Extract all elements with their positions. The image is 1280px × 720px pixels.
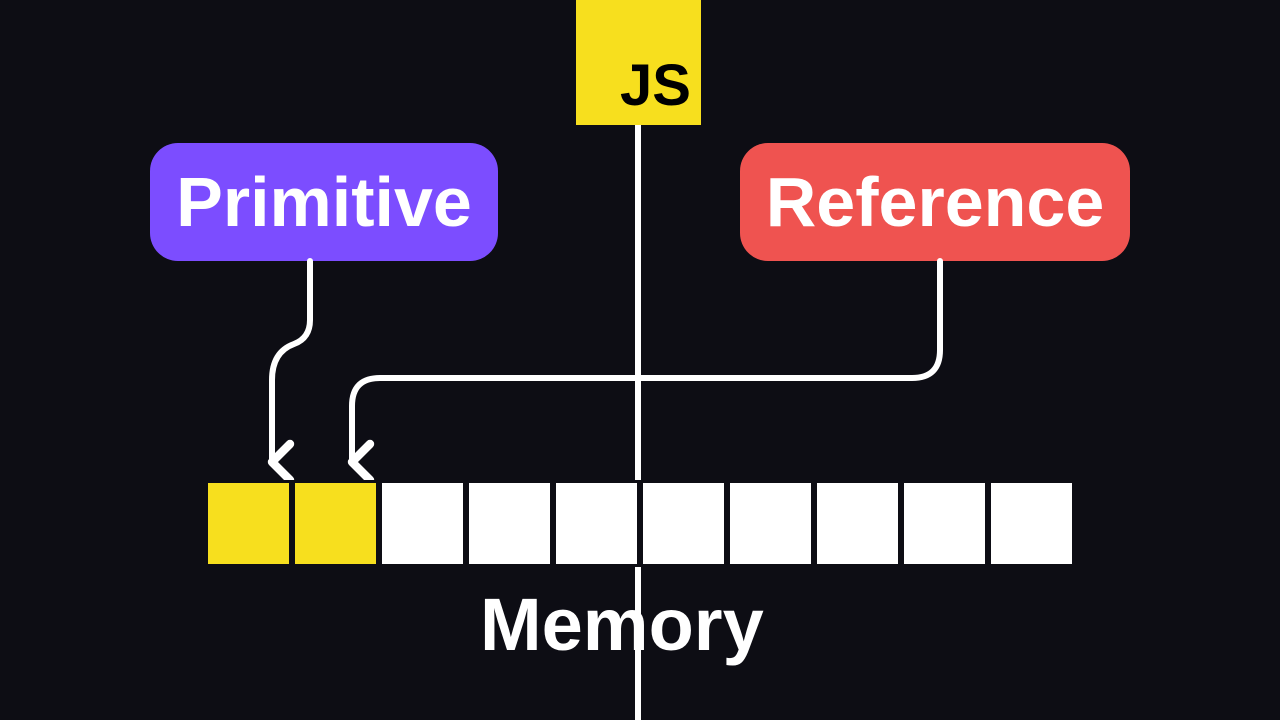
memory-cell — [466, 480, 553, 567]
memory-cell — [379, 480, 466, 567]
memory-cell — [553, 480, 640, 567]
diagram-stage: JS Primitive Reference Memory — [0, 0, 1280, 720]
memory-cell — [292, 480, 379, 567]
memory-cell — [988, 480, 1075, 567]
reference-arrow — [352, 261, 940, 462]
memory-cell — [814, 480, 901, 567]
memory-cell — [901, 480, 988, 567]
memory-cell — [727, 480, 814, 567]
memory-cell — [205, 480, 292, 567]
primitive-arrow — [272, 261, 310, 462]
memory-label: Memory — [480, 582, 764, 667]
memory-cell — [640, 480, 727, 567]
memory-row — [205, 480, 1075, 567]
